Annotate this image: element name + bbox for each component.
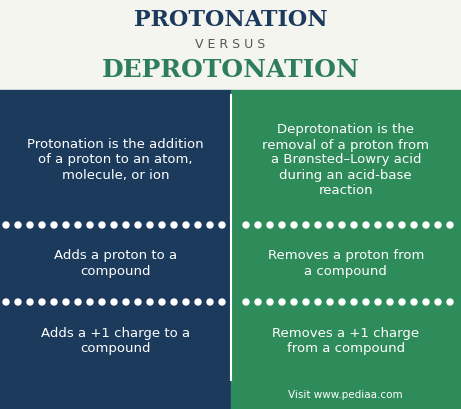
Circle shape <box>339 299 345 305</box>
Circle shape <box>63 222 69 228</box>
Circle shape <box>399 299 405 305</box>
Circle shape <box>183 222 189 228</box>
Bar <box>0 90 230 95</box>
Circle shape <box>3 222 9 228</box>
Circle shape <box>171 222 177 228</box>
Circle shape <box>423 299 429 305</box>
Circle shape <box>447 299 453 305</box>
Bar <box>230 302 461 380</box>
Text: Adds a +1 charge to a
compound: Adds a +1 charge to a compound <box>41 327 190 355</box>
Text: Adds a proton to a
compound: Adds a proton to a compound <box>53 249 177 277</box>
Bar <box>0 225 230 302</box>
Circle shape <box>99 299 105 305</box>
Circle shape <box>447 222 453 228</box>
Circle shape <box>243 222 249 228</box>
Circle shape <box>15 222 21 228</box>
Circle shape <box>147 222 153 228</box>
Circle shape <box>27 222 33 228</box>
Circle shape <box>3 299 9 305</box>
Text: Visit www.pediaa.com: Visit www.pediaa.com <box>289 389 403 400</box>
Circle shape <box>159 222 165 228</box>
Circle shape <box>423 222 429 228</box>
Circle shape <box>15 299 21 305</box>
Circle shape <box>315 299 321 305</box>
Circle shape <box>51 299 57 305</box>
Circle shape <box>375 299 381 305</box>
Circle shape <box>75 299 81 305</box>
Bar <box>0 302 230 380</box>
Circle shape <box>279 222 285 228</box>
Bar <box>230 90 461 95</box>
Circle shape <box>255 299 261 305</box>
Circle shape <box>411 299 417 305</box>
Circle shape <box>99 222 105 228</box>
Circle shape <box>267 299 273 305</box>
Bar <box>0 380 230 409</box>
Circle shape <box>399 222 405 228</box>
Circle shape <box>327 299 333 305</box>
Circle shape <box>411 222 417 228</box>
Circle shape <box>315 222 321 228</box>
Circle shape <box>363 299 369 305</box>
Circle shape <box>87 222 93 228</box>
Circle shape <box>135 222 141 228</box>
Circle shape <box>339 222 345 228</box>
Circle shape <box>147 299 153 305</box>
Circle shape <box>39 299 45 305</box>
Circle shape <box>219 222 225 228</box>
Circle shape <box>111 299 117 305</box>
Circle shape <box>195 299 201 305</box>
Circle shape <box>303 222 309 228</box>
Circle shape <box>183 299 189 305</box>
Text: Deprotonation is the
removal of a proton from
a Brønsted–Lowry acid
during an ac: Deprotonation is the removal of a proton… <box>262 124 429 196</box>
Circle shape <box>123 222 129 228</box>
Circle shape <box>291 222 297 228</box>
Circle shape <box>207 299 213 305</box>
Circle shape <box>219 299 225 305</box>
Circle shape <box>135 299 141 305</box>
Text: Protonation is the addition
of a proton to an atom,
molecule, or ion: Protonation is the addition of a proton … <box>27 139 204 182</box>
Bar <box>230 225 461 302</box>
Circle shape <box>243 299 249 305</box>
Circle shape <box>195 222 201 228</box>
Circle shape <box>351 299 357 305</box>
Text: Removes a +1 charge
from a compound: Removes a +1 charge from a compound <box>272 327 420 355</box>
Circle shape <box>291 299 297 305</box>
Circle shape <box>207 222 213 228</box>
Circle shape <box>159 299 165 305</box>
Bar <box>0 95 230 225</box>
Circle shape <box>303 299 309 305</box>
Circle shape <box>255 222 261 228</box>
Text: V E R S U S: V E R S U S <box>195 38 266 50</box>
Circle shape <box>363 222 369 228</box>
Bar <box>230 95 461 225</box>
Circle shape <box>111 222 117 228</box>
Circle shape <box>387 222 393 228</box>
Circle shape <box>39 222 45 228</box>
Circle shape <box>387 299 393 305</box>
Circle shape <box>375 222 381 228</box>
Bar <box>230 380 461 409</box>
Text: DEPROTONATION: DEPROTONATION <box>101 58 360 82</box>
Circle shape <box>351 222 357 228</box>
Text: PROTONATION: PROTONATION <box>134 9 327 31</box>
Circle shape <box>327 222 333 228</box>
Circle shape <box>27 299 33 305</box>
Circle shape <box>267 222 273 228</box>
Circle shape <box>75 222 81 228</box>
Circle shape <box>279 299 285 305</box>
Circle shape <box>171 299 177 305</box>
Circle shape <box>123 299 129 305</box>
Circle shape <box>87 299 93 305</box>
Text: Removes a proton from
a compound: Removes a proton from a compound <box>267 249 424 277</box>
Circle shape <box>63 299 69 305</box>
Circle shape <box>51 222 57 228</box>
Circle shape <box>435 222 441 228</box>
Circle shape <box>435 299 441 305</box>
